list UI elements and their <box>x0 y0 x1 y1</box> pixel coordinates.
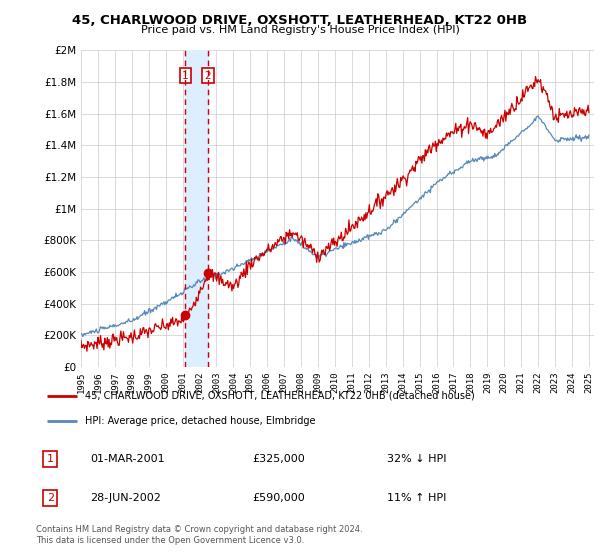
Text: 1: 1 <box>47 454 54 464</box>
Text: 01-MAR-2001: 01-MAR-2001 <box>90 454 164 464</box>
Text: 2: 2 <box>47 493 54 503</box>
Text: 45, CHARLWOOD DRIVE, OXSHOTT, LEATHERHEAD, KT22 0HB: 45, CHARLWOOD DRIVE, OXSHOTT, LEATHERHEA… <box>73 14 527 27</box>
Text: £325,000: £325,000 <box>252 454 305 464</box>
Text: £590,000: £590,000 <box>252 493 305 503</box>
Text: 1: 1 <box>182 71 189 81</box>
Text: 32% ↓ HPI: 32% ↓ HPI <box>387 454 446 464</box>
Text: 28-JUN-2002: 28-JUN-2002 <box>90 493 161 503</box>
Text: 11% ↑ HPI: 11% ↑ HPI <box>387 493 446 503</box>
Text: 2: 2 <box>205 71 211 81</box>
Text: 45, CHARLWOOD DRIVE, OXSHOTT, LEATHERHEAD, KT22 0HB (detached house): 45, CHARLWOOD DRIVE, OXSHOTT, LEATHERHEA… <box>85 391 475 401</box>
Bar <box>185 50 208 367</box>
Text: Contains HM Land Registry data © Crown copyright and database right 2024.
This d: Contains HM Land Registry data © Crown c… <box>36 525 362 545</box>
Text: Price paid vs. HM Land Registry's House Price Index (HPI): Price paid vs. HM Land Registry's House … <box>140 25 460 35</box>
Text: HPI: Average price, detached house, Elmbridge: HPI: Average price, detached house, Elmb… <box>85 416 315 426</box>
